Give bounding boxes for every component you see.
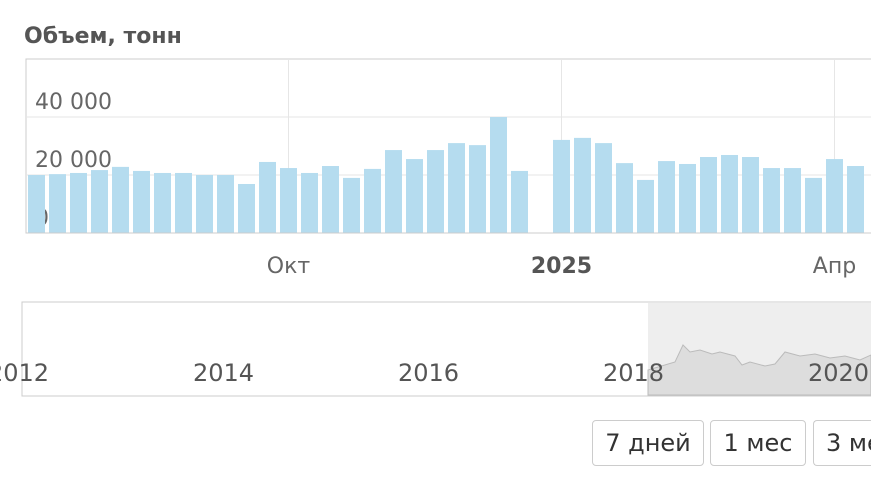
- bar: [721, 154, 738, 233]
- bar: [112, 166, 129, 233]
- bar: [301, 172, 318, 233]
- bar: [805, 177, 822, 233]
- y-tick-label: 40 000: [35, 90, 112, 115]
- x-tick-label: Апр: [813, 254, 856, 279]
- bar: [448, 143, 465, 233]
- bar: [826, 159, 843, 233]
- bar: [217, 175, 234, 233]
- bar: [322, 166, 339, 233]
- bar: [427, 150, 444, 233]
- y-tick-label: 20 000: [35, 148, 112, 173]
- bar: [28, 175, 45, 233]
- x-tick-label: Окт: [267, 254, 311, 279]
- bar: [700, 157, 717, 233]
- range-button[interactable]: 1 мес: [710, 420, 806, 466]
- bar: [385, 150, 402, 233]
- bar: [553, 139, 570, 233]
- bar: [637, 179, 654, 233]
- bar: [238, 183, 255, 233]
- bar: [490, 117, 507, 233]
- bar: [259, 161, 276, 233]
- bar: [595, 143, 612, 233]
- bar: [70, 172, 87, 233]
- navigator-label: 2018: [603, 359, 664, 387]
- bar: [91, 170, 108, 233]
- bar: [658, 161, 675, 233]
- bar: [784, 168, 801, 233]
- navigator-label: 2012: [0, 359, 49, 387]
- bar: [196, 175, 213, 233]
- bar: [574, 137, 591, 233]
- bar: [763, 168, 780, 233]
- navigator-labels: 2012 2014 2016 2018 2020: [0, 359, 869, 387]
- bar: [616, 163, 633, 233]
- bar: [742, 157, 759, 233]
- navigator-label: 2020: [808, 359, 869, 387]
- navigator-label: 2016: [398, 359, 459, 387]
- bar: [469, 145, 486, 233]
- bar: [49, 174, 66, 233]
- bar: [511, 170, 528, 233]
- bar: [280, 168, 297, 233]
- range-button[interactable]: 3 мес: [813, 420, 871, 466]
- bar: [847, 166, 864, 233]
- navigator-label: 2014: [193, 359, 254, 387]
- bar: [175, 172, 192, 233]
- chart-title: Объем, тонн: [24, 24, 182, 49]
- bar: [364, 168, 381, 233]
- navigator-series: [647, 344, 871, 396]
- bar: [406, 159, 423, 233]
- bar: [343, 177, 360, 233]
- range-button[interactable]: 7 дней: [592, 420, 704, 466]
- bar: [154, 172, 171, 233]
- bar: [133, 170, 150, 233]
- x-tick-label: 2025: [531, 254, 592, 279]
- bar: [679, 163, 696, 233]
